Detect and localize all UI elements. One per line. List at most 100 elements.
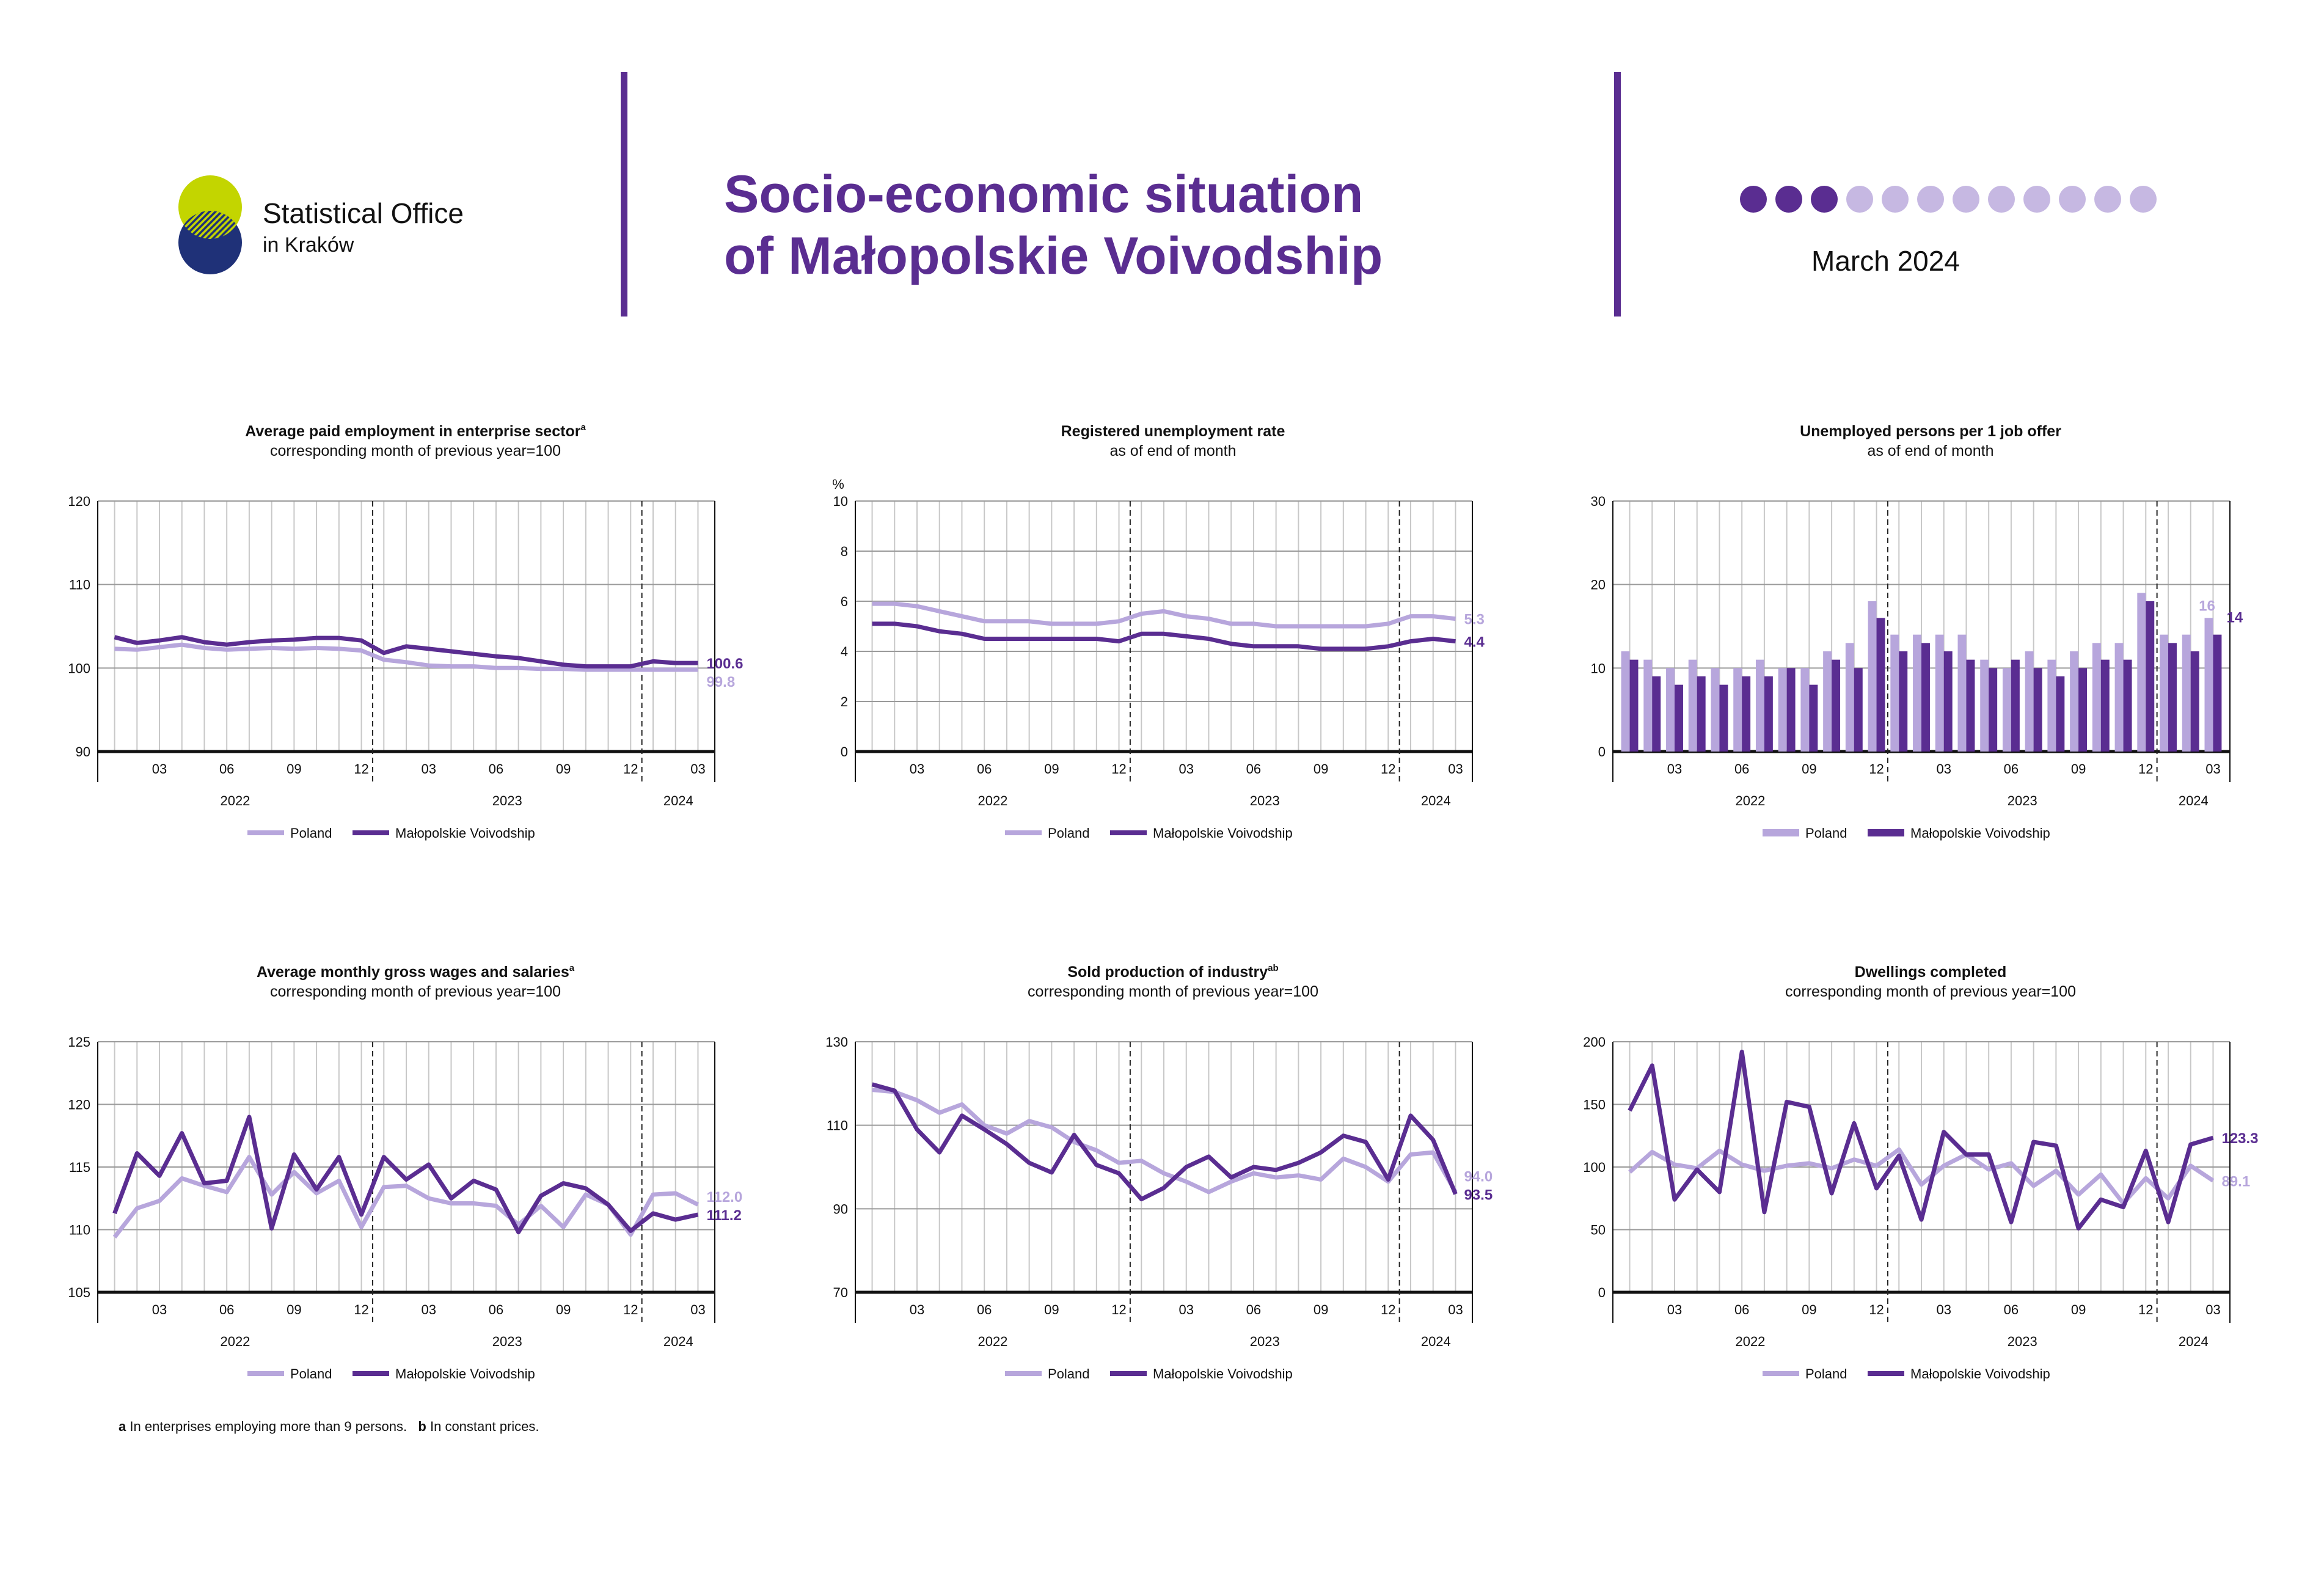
legend-label-malopolskie: Małopolskie Voivodship bbox=[1153, 1366, 1293, 1381]
report-date: March 2024 bbox=[1811, 245, 1960, 277]
series-line-malopolskie bbox=[112, 1114, 699, 1235]
bar-poland bbox=[1800, 668, 1810, 752]
chart-subtitle: corresponding month of previous year=100 bbox=[270, 442, 561, 459]
x-tick-label: 12 bbox=[1111, 1302, 1126, 1317]
y-tick-label: 90 bbox=[76, 744, 90, 759]
y-tick-label: 115 bbox=[69, 1160, 90, 1175]
chart-subtitle: corresponding month of previous year=100 bbox=[1028, 983, 1318, 1000]
x-tick-label: 03 bbox=[910, 761, 924, 777]
progress-dot-empty bbox=[1882, 186, 1909, 213]
x-tick-label: 03 bbox=[152, 761, 167, 777]
footnote-b-mark: b bbox=[418, 1419, 426, 1434]
series-line-malopolskie bbox=[872, 621, 1456, 651]
bar-poland bbox=[2025, 651, 2034, 752]
bar-poland bbox=[2114, 643, 2124, 752]
chart-title-text: Unemployed persons per 1 job offer bbox=[1800, 423, 2061, 440]
progress-dot-empty bbox=[1988, 186, 2015, 213]
legend-label-poland: Poland bbox=[1048, 1366, 1090, 1381]
bar-poland bbox=[2204, 618, 2213, 752]
x-tick-label: 06 bbox=[1246, 1302, 1261, 1317]
x-tick-label: 09 bbox=[1044, 761, 1059, 777]
x-year-label: 2022 bbox=[220, 1334, 250, 1349]
bar-malopolskie bbox=[2190, 651, 2199, 752]
x-tick-label: 03 bbox=[1178, 1302, 1193, 1317]
y-tick-label: 200 bbox=[1583, 1034, 1606, 1050]
end-label-malopolskie: 123.3 bbox=[2221, 1130, 2258, 1147]
bar-malopolskie bbox=[1786, 668, 1796, 752]
x-year-label: 2023 bbox=[492, 1334, 522, 1349]
chart-subtitle: corresponding month of previous year=100 bbox=[1785, 983, 2076, 1000]
x-tick-label: 03 bbox=[1936, 1302, 1951, 1317]
bar-malopolskie bbox=[2078, 668, 2088, 752]
bar-malopolskie bbox=[2168, 643, 2177, 752]
chart-title-text: Registered unemployment rate bbox=[1061, 423, 1285, 440]
x-tick-label: 09 bbox=[1802, 761, 1816, 777]
bar-malopolskie bbox=[1764, 676, 1773, 752]
bar-malopolskie bbox=[1832, 659, 1841, 752]
series-line-malopolskie bbox=[114, 635, 698, 669]
x-tick-label: 12 bbox=[1111, 761, 1126, 777]
legend-label-poland: Poland bbox=[290, 825, 332, 841]
chart-title: Unemployed persons per 1 job offer bbox=[1800, 423, 2061, 440]
bar-malopolskie bbox=[2146, 601, 2155, 752]
bar-malopolskie bbox=[1809, 684, 1818, 752]
bar-poland bbox=[1643, 659, 1653, 752]
chart-title-text: Average paid employment in enterprise se… bbox=[245, 423, 581, 440]
progress-dot-empty bbox=[1953, 186, 1979, 213]
x-tick-label: 03 bbox=[690, 1302, 705, 1317]
y-tick-label: 100 bbox=[68, 660, 90, 676]
x-year-label: 2024 bbox=[1421, 793, 1451, 808]
y-tick-label: 10 bbox=[1591, 660, 1606, 676]
x-tick-label: 09 bbox=[1802, 1302, 1816, 1317]
y-tick-label: 30 bbox=[1591, 494, 1606, 509]
bar-poland bbox=[2182, 634, 2191, 752]
end-label-malopolskie: 4.4 bbox=[1464, 634, 1485, 651]
x-tick-label: 03 bbox=[152, 1302, 167, 1317]
x-tick-label: 12 bbox=[1869, 1302, 1884, 1317]
x-year-label: 2022 bbox=[220, 793, 250, 808]
x-year-label: 2024 bbox=[1421, 1334, 1451, 1349]
x-tick-label: 03 bbox=[1448, 1302, 1463, 1317]
y-tick-label: 8 bbox=[841, 544, 848, 559]
y-tick-label: 0 bbox=[1598, 744, 1606, 759]
progress-dot-empty bbox=[1846, 186, 1873, 213]
x-tick-label: 03 bbox=[1178, 761, 1193, 777]
bar-poland bbox=[1890, 634, 1899, 752]
y-tick-label: 50 bbox=[1591, 1223, 1606, 1238]
x-tick-label: 12 bbox=[623, 761, 638, 777]
x-tick-label: 12 bbox=[1381, 761, 1395, 777]
end-label-poland: 99.8 bbox=[706, 674, 735, 690]
x-tick-label: 03 bbox=[2205, 761, 2220, 777]
footnote-b-text: In constant prices. bbox=[429, 1419, 539, 1434]
chart-wages: Average monthly gross wages and salaries… bbox=[68, 963, 742, 1381]
y-tick-label: 0 bbox=[1598, 1285, 1606, 1300]
bar-poland bbox=[1621, 651, 1630, 752]
x-year-label: 2022 bbox=[977, 793, 1007, 808]
end-label-poland: 112.0 bbox=[706, 1189, 742, 1206]
chart-title-text: Dwellings completed bbox=[1855, 964, 2007, 981]
bar-poland bbox=[1666, 668, 1675, 752]
bar-poland bbox=[1980, 659, 1989, 752]
x-year-label: 2024 bbox=[663, 793, 693, 808]
bar-poland bbox=[1845, 643, 1854, 752]
y-tick-label: 125 bbox=[68, 1034, 90, 1050]
x-tick-label: 06 bbox=[2004, 1302, 2019, 1317]
legend-label-malopolskie: Małopolskie Voivodship bbox=[1910, 825, 2050, 841]
x-tick-label: 12 bbox=[2138, 1302, 2153, 1317]
x-tick-label: 09 bbox=[2071, 761, 2086, 777]
bar-poland bbox=[1688, 659, 1697, 752]
bar-poland bbox=[2047, 659, 2056, 752]
footnote-a-text: In enterprises employing more than 9 per… bbox=[130, 1419, 407, 1434]
x-tick-label: 06 bbox=[1734, 1302, 1749, 1317]
legend-label-poland: Poland bbox=[290, 1366, 332, 1381]
bar-malopolskie bbox=[1719, 684, 1728, 752]
legend-label-poland: Poland bbox=[1805, 1366, 1847, 1381]
bar-poland bbox=[2070, 651, 2079, 752]
x-tick-label: 06 bbox=[489, 1302, 503, 1317]
chart-title: Sold production of industryab bbox=[1067, 963, 1278, 981]
bar-malopolskie bbox=[1989, 668, 1998, 752]
x-tick-label: 03 bbox=[1667, 1302, 1682, 1317]
bar-malopolskie bbox=[1629, 659, 1639, 752]
y-tick-label: 120 bbox=[68, 494, 90, 509]
x-tick-label: 06 bbox=[977, 761, 992, 777]
